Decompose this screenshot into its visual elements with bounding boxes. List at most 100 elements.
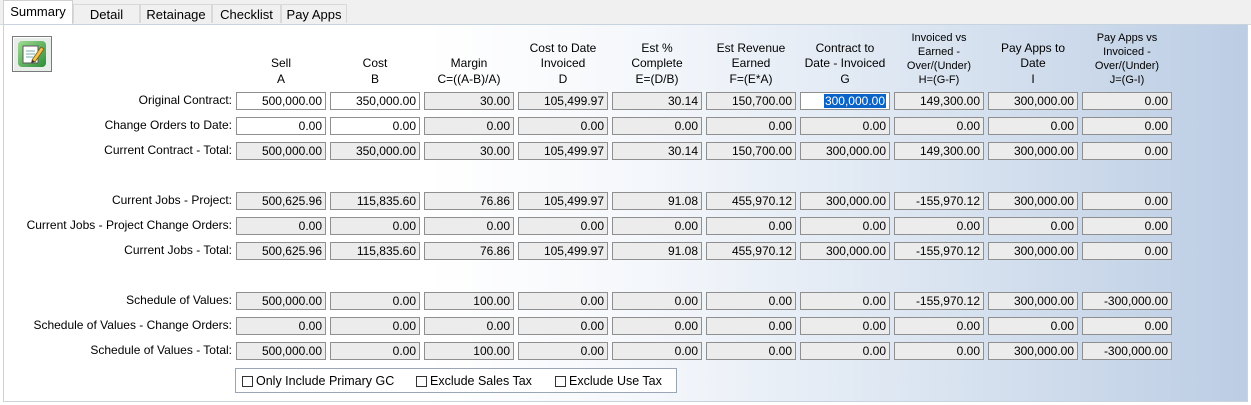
value-field[interactable]: 0.00: [988, 317, 1078, 335]
value-field[interactable]: 150,700.00: [706, 92, 796, 110]
value-field[interactable]: 500,000.00: [236, 142, 326, 160]
value-field[interactable]: 0.00: [800, 317, 890, 335]
value-field[interactable]: 0.00: [612, 342, 702, 360]
value-field[interactable]: 350,000.00: [330, 142, 420, 160]
exclude-sales-tax-checkbox[interactable]: Exclude Sales Tax: [416, 374, 532, 388]
value-field[interactable]: 500,000.00: [236, 342, 326, 360]
value-field[interactable]: 91.08: [612, 242, 702, 260]
exclude-use-tax-checkbox[interactable]: Exclude Use Tax: [555, 374, 662, 388]
value-field[interactable]: 300,000.00: [988, 142, 1078, 160]
tab-detail[interactable]: Detail: [73, 4, 140, 23]
value-field[interactable]: 0.00: [612, 217, 702, 235]
value-field[interactable]: 0.00: [330, 217, 420, 235]
value-field[interactable]: 115,835.60: [330, 192, 420, 210]
value-field[interactable]: 149,300.00: [894, 92, 984, 110]
value-field[interactable]: 300,000.00: [800, 92, 890, 110]
value-field[interactable]: 30.00: [424, 92, 514, 110]
edit-button[interactable]: [12, 36, 52, 72]
value-field[interactable]: 0.00: [1082, 217, 1172, 235]
value-field[interactable]: 0.00: [236, 217, 326, 235]
value-field[interactable]: 0.00: [800, 292, 890, 310]
checkbox-box[interactable]: [242, 376, 253, 387]
value-field[interactable]: 0.00: [236, 317, 326, 335]
value-field[interactable]: 0.00: [518, 117, 608, 135]
value-field[interactable]: 300,000.00: [988, 192, 1078, 210]
value-field[interactable]: 0.00: [706, 292, 796, 310]
checkbox-box[interactable]: [416, 376, 427, 387]
value-field[interactable]: 0.00: [1082, 142, 1172, 160]
value-field[interactable]: 0.00: [612, 292, 702, 310]
tab-pay-apps[interactable]: Pay Apps: [281, 4, 347, 23]
value-field[interactable]: 0.00: [988, 217, 1078, 235]
value-field[interactable]: 76.86: [424, 242, 514, 260]
value-field[interactable]: 0.00: [236, 117, 326, 135]
value-field[interactable]: -155,970.12: [894, 292, 984, 310]
value-field[interactable]: 500,625.96: [236, 242, 326, 260]
value-field[interactable]: -300,000.00: [1082, 342, 1172, 360]
value-field[interactable]: 0.00: [1082, 117, 1172, 135]
value-field[interactable]: 149,300.00: [894, 142, 984, 160]
value-field[interactable]: 0.00: [518, 317, 608, 335]
value-field[interactable]: 105,499.97: [518, 242, 608, 260]
value-field[interactable]: 0.00: [894, 342, 984, 360]
value-field[interactable]: 105,499.97: [518, 192, 608, 210]
value-field[interactable]: 30.00: [424, 142, 514, 160]
value-field[interactable]: 300,000.00: [988, 342, 1078, 360]
value-field[interactable]: 500,000.00: [236, 92, 326, 110]
value-field[interactable]: 0.00: [1082, 92, 1172, 110]
checkbox-box[interactable]: [555, 376, 566, 387]
value-field[interactable]: 0.00: [330, 342, 420, 360]
value-field[interactable]: 0.00: [330, 117, 420, 135]
value-field[interactable]: 100.00: [424, 342, 514, 360]
value-field[interactable]: 76.86: [424, 192, 514, 210]
value-field[interactable]: 0.00: [612, 117, 702, 135]
value-field[interactable]: 0.00: [894, 217, 984, 235]
value-field[interactable]: 0.00: [706, 342, 796, 360]
value-field[interactable]: 0.00: [1082, 317, 1172, 335]
value-field[interactable]: 0.00: [518, 217, 608, 235]
value-field[interactable]: 115,835.60: [330, 242, 420, 260]
tab-summary[interactable]: Summary: [3, 0, 73, 24]
value-field[interactable]: 0.00: [424, 217, 514, 235]
value-field[interactable]: 500,625.96: [236, 192, 326, 210]
value-field[interactable]: 0.00: [1082, 192, 1172, 210]
value-field[interactable]: -155,970.12: [894, 242, 984, 260]
value-field[interactable]: 300,000.00: [800, 142, 890, 160]
value-field[interactable]: 0.00: [800, 117, 890, 135]
value-field[interactable]: 0.00: [706, 117, 796, 135]
value-field[interactable]: 150,700.00: [706, 142, 796, 160]
tab-checklist[interactable]: Checklist: [212, 4, 281, 23]
value-field[interactable]: 500,000.00: [236, 292, 326, 310]
value-field[interactable]: 0.00: [894, 117, 984, 135]
value-field[interactable]: 30.14: [612, 92, 702, 110]
value-field[interactable]: 0.00: [518, 342, 608, 360]
value-field[interactable]: 0.00: [424, 317, 514, 335]
value-field[interactable]: 0.00: [988, 117, 1078, 135]
value-field[interactable]: 0.00: [330, 317, 420, 335]
value-field[interactable]: 300,000.00: [800, 192, 890, 210]
value-field[interactable]: -300,000.00: [1082, 292, 1172, 310]
value-field[interactable]: 0.00: [612, 317, 702, 335]
value-field[interactable]: 350,000.00: [330, 92, 420, 110]
value-field[interactable]: 300,000.00: [988, 92, 1078, 110]
value-field[interactable]: 0.00: [518, 292, 608, 310]
value-field[interactable]: 300,000.00: [988, 292, 1078, 310]
value-field[interactable]: 30.14: [612, 142, 702, 160]
value-field[interactable]: 0.00: [800, 217, 890, 235]
value-field[interactable]: 91.08: [612, 192, 702, 210]
value-field[interactable]: 455,970.12: [706, 192, 796, 210]
value-field[interactable]: 100.00: [424, 292, 514, 310]
value-field[interactable]: 0.00: [894, 317, 984, 335]
value-field[interactable]: 105,499.97: [518, 92, 608, 110]
only-include-primary-gc-checkbox[interactable]: Only Include Primary GC: [242, 374, 394, 388]
value-field[interactable]: 0.00: [330, 292, 420, 310]
value-field[interactable]: 0.00: [424, 117, 514, 135]
tab-retainage[interactable]: Retainage: [140, 4, 212, 23]
value-field[interactable]: 300,000.00: [800, 242, 890, 260]
value-field[interactable]: 105,499.97: [518, 142, 608, 160]
value-field[interactable]: -155,970.12: [894, 192, 984, 210]
value-field[interactable]: 0.00: [706, 317, 796, 335]
value-field[interactable]: 455,970.12: [706, 242, 796, 260]
value-field[interactable]: 300,000.00: [988, 242, 1078, 260]
value-field[interactable]: 0.00: [800, 342, 890, 360]
